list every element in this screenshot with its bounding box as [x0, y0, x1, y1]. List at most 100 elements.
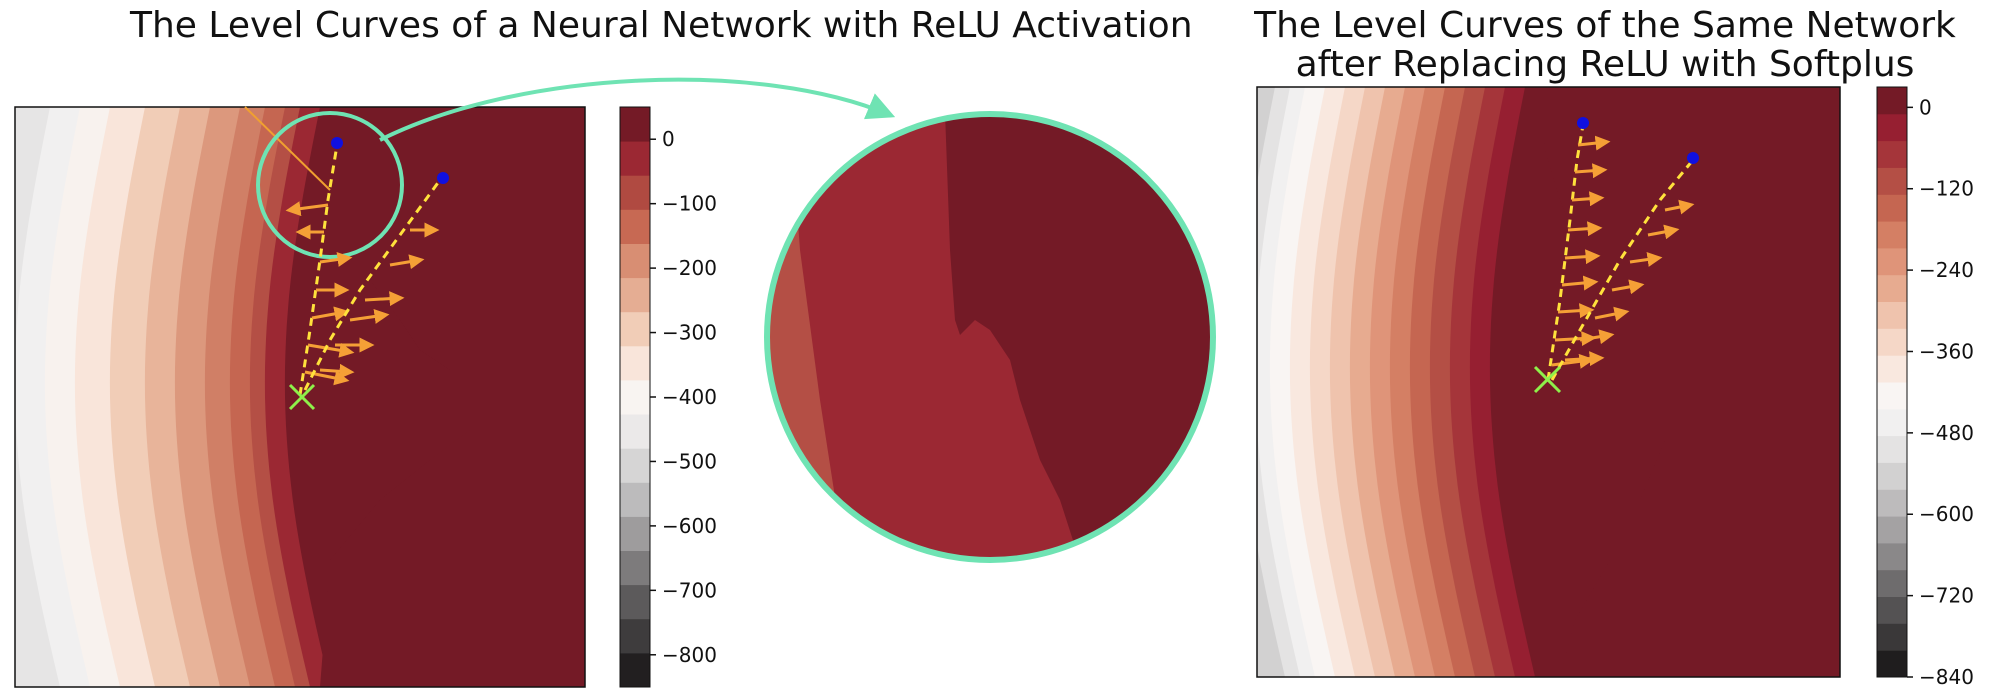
right-path-b-arrow-0 — [1564, 351, 1605, 367]
left-colorbar-tick-label-0: 0 — [662, 127, 675, 151]
left-colorbar-level-9 — [620, 345, 650, 381]
right-colorbar-level-21 — [1877, 87, 1907, 115]
right-colorbar-level-20 — [1877, 113, 1907, 142]
left-path-b-path — [303, 179, 442, 391]
zoom-connector-arrow — [379, 77, 896, 142]
right-title-line-1: The Level Curves of the Same Network — [1254, 5, 1956, 46]
right-colorbar-level-10 — [1877, 382, 1907, 410]
right-colorbar-level-9 — [1877, 408, 1907, 437]
right-colorbar-level-3 — [1877, 569, 1907, 597]
left-path-b-arrow-3 — [364, 291, 405, 307]
left-colorbar-level-7 — [620, 414, 650, 449]
left-band-1 — [15, 107, 90, 687]
right-path-b-path — [1550, 159, 1695, 381]
right-colorbar-level-19 — [1877, 140, 1907, 168]
right-chart-title: The Level Curves of the Same Network aft… — [1245, 6, 1965, 84]
left-colorbar-level-8 — [620, 379, 650, 415]
left-colorbar-level-5 — [620, 482, 650, 517]
right-colorbar-level-7 — [1877, 462, 1907, 490]
left-colorbar-level-15 — [620, 141, 650, 176]
right-colorbar-level-18 — [1877, 167, 1907, 195]
surround-line — [244, 106, 331, 191]
right-title-line-2: after Replacing ReLU with Softplus — [1295, 44, 1915, 85]
zoom-dark-region — [945, 114, 1213, 560]
end-point-1 — [331, 137, 343, 149]
right-path-a-arrow-8 — [1577, 135, 1611, 151]
right-colorbar-level-4 — [1877, 542, 1907, 571]
left-colorbar-level-4 — [620, 516, 650, 551]
left-chart-title: The Level Curves of a Neural Network wit… — [130, 5, 1193, 46]
left-colorbar-level-16 — [620, 107, 650, 142]
left-colorbar-level-10 — [620, 311, 650, 347]
end-point-r-2 — [1687, 152, 1699, 164]
start-marker-b — [288, 383, 316, 411]
left-colorbar-level-1 — [620, 618, 650, 654]
left-colorbar-tick-label-6: −600 — [662, 514, 717, 538]
right-contour-plot — [1256, 86, 1841, 678]
right-colorbar-level-6 — [1877, 489, 1907, 517]
right-band-2 — [1257, 87, 1315, 677]
end-point-2 — [437, 172, 449, 184]
zoom-circle — [379, 77, 1216, 563]
right-path-a-arrow-0 — [1551, 353, 1595, 369]
right-colorbar-level-5 — [1877, 516, 1907, 544]
right-colorbar-level-14 — [1877, 274, 1907, 302]
right-colorbar-level-0 — [1877, 650, 1907, 678]
right-colorbar-tick-label-0: 0 — [1919, 95, 1932, 119]
right-colorbar-level-12 — [1877, 328, 1907, 356]
right-path-b-arrow-4 — [1629, 252, 1663, 267]
right-colorbar-level-8 — [1877, 435, 1907, 463]
right-path-a-arrow-3 — [1561, 275, 1599, 291]
left-path-b-arrow-4 — [389, 254, 425, 270]
left-path-a-path — [298, 144, 339, 396]
right-path-b-arrow-2 — [1594, 306, 1630, 322]
right-path-b-arrow-3 — [1611, 279, 1645, 295]
right-band-0 — [1257, 87, 1285, 677]
right-colorbar-tick-label-4: −480 — [1919, 421, 1974, 445]
right-colorbar-level-17 — [1877, 194, 1907, 222]
left-path-a-arrow-6 — [285, 201, 329, 217]
left-colorbar-level-11 — [620, 277, 650, 313]
right-path-a-path — [1546, 124, 1585, 381]
left-colorbar: 0 −100 −200 −300 −400 −500 −600 −700 −800 — [619, 106, 717, 688]
right-dark-region — [1540, 87, 1840, 677]
start-marker-r-b — [1533, 365, 1562, 394]
zoom-source-circle — [256, 111, 404, 259]
left-plot-frame — [14, 106, 586, 688]
right-colorbar-level-15 — [1877, 247, 1907, 276]
left-colorbar-tick-label-3: −300 — [662, 321, 717, 345]
right-path-b-arrow-6 — [1664, 199, 1695, 215]
right-path-a-arrow-2 — [1557, 303, 1595, 319]
left-colorbar-level-3 — [620, 550, 650, 586]
left-band-0 — [15, 107, 60, 687]
right-colorbar-level-11 — [1877, 355, 1907, 383]
right-path-a-arrow-4 — [1564, 249, 1601, 265]
right-path-a-arrow-7 — [1574, 163, 1608, 179]
right-colorbar-tick-label-6: −720 — [1919, 584, 1974, 608]
left-colorbar-tick-label-5: −500 — [662, 449, 717, 473]
right-colorbar-tick-label-2: −240 — [1919, 258, 1974, 282]
right-colorbar-tick-label-3: −360 — [1919, 339, 1974, 363]
right-path-a-arrow-5 — [1567, 221, 1603, 237]
left-colorbar-tick-label-7: −700 — [662, 578, 717, 602]
right-colorbar-tick-label-1: −120 — [1919, 177, 1974, 201]
end-point-r-1 — [1577, 117, 1589, 129]
left-colorbar-tick-label-8: −800 — [662, 643, 717, 667]
right-colorbar-tick-label-5: −600 — [1919, 502, 1974, 526]
left-path-b-arrow-0 — [319, 363, 355, 379]
right-colorbar-level-1 — [1877, 623, 1907, 651]
right-plot-frame — [1256, 86, 1841, 678]
right-colorbar-frame — [1876, 86, 1908, 678]
right-colorbar: 0 −120 −240 −360 −480 −600 −720 −840 — [1876, 86, 1974, 689]
left-path-a-arrow-1 — [307, 342, 355, 358]
left-colorbar-tick-label-2: −200 — [662, 256, 717, 280]
left-colorbar-level-2 — [620, 584, 650, 620]
left-contour-plot — [14, 106, 586, 688]
left-colorbar-tick-label-1: −100 — [662, 192, 717, 216]
left-path-a-arrow-4 — [319, 252, 353, 267]
left-colorbar-level-6 — [620, 448, 650, 483]
zoom-content — [767, 114, 1213, 560]
left-colorbar-tick-label-4: −400 — [662, 385, 717, 409]
right-path-b-arrow-5 — [1647, 224, 1680, 240]
